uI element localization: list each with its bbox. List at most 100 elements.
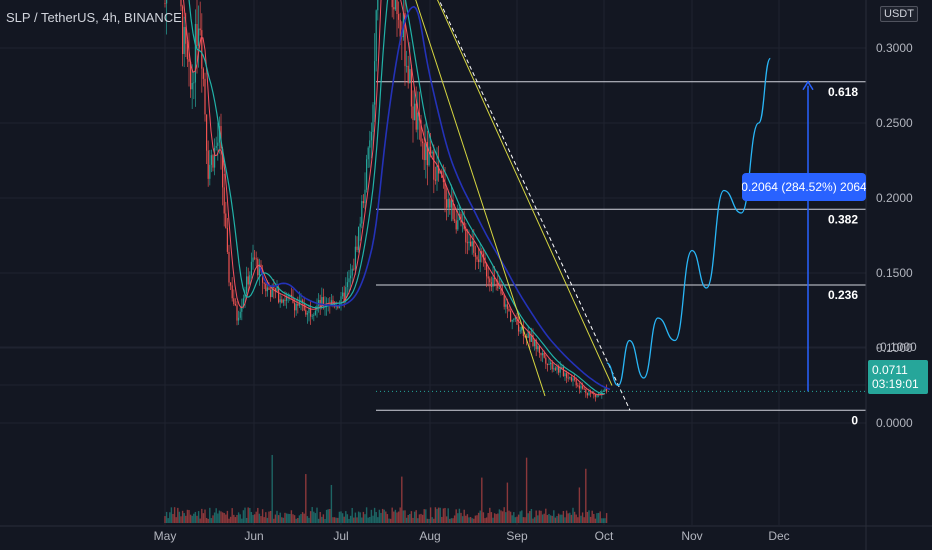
volume-bar bbox=[525, 457, 528, 523]
measure-arrow-head bbox=[802, 80, 814, 91]
volume-bar bbox=[501, 511, 504, 523]
candle-body bbox=[233, 298, 235, 305]
candle-body bbox=[446, 199, 448, 208]
volume-bar bbox=[434, 507, 437, 523]
volume-bar bbox=[218, 510, 221, 523]
volume-bar bbox=[241, 518, 243, 523]
volume-bar bbox=[341, 513, 344, 523]
volume-bar bbox=[442, 508, 445, 523]
candle-body bbox=[287, 295, 289, 297]
candle-body bbox=[585, 389, 587, 394]
volume-bar bbox=[180, 516, 182, 523]
trendlines[interactable] bbox=[380, 0, 631, 411]
candle-body bbox=[546, 363, 548, 366]
candle-body bbox=[282, 299, 284, 303]
volume-bar bbox=[399, 507, 401, 523]
candle-body bbox=[487, 276, 489, 279]
volume-bar bbox=[167, 518, 169, 523]
volume-bar bbox=[276, 510, 278, 523]
volume-bar bbox=[593, 513, 595, 523]
volume-bar bbox=[577, 517, 579, 523]
volume-bar bbox=[329, 508, 331, 523]
projection-path[interactable] bbox=[606, 57, 771, 387]
volume-bar bbox=[481, 477, 483, 523]
volume-bar bbox=[247, 507, 249, 523]
candle-body bbox=[518, 324, 520, 332]
chart-title: SLP / TetherUS, 4h, BINANCE bbox=[6, 10, 182, 25]
volume-bar bbox=[605, 513, 608, 523]
volume-bar bbox=[471, 518, 473, 523]
volume-bar bbox=[476, 515, 478, 523]
volume-bar bbox=[292, 514, 294, 523]
volume-bar bbox=[519, 511, 521, 523]
candle-body bbox=[482, 253, 484, 258]
volume-bar bbox=[586, 511, 589, 523]
bar-countdown: 03:19:01 bbox=[872, 377, 919, 391]
candle-body bbox=[506, 304, 508, 309]
price-tick-label: 0.3000 bbox=[876, 41, 913, 55]
candle-body bbox=[367, 147, 369, 160]
candle-body bbox=[561, 367, 563, 368]
volume-bar bbox=[335, 517, 337, 523]
volume-bar bbox=[221, 512, 224, 523]
volume-bar bbox=[402, 510, 405, 523]
candle-body bbox=[452, 200, 454, 220]
candle-body bbox=[306, 313, 308, 315]
volume-bar bbox=[396, 512, 398, 523]
candle-body bbox=[599, 393, 601, 395]
candle-body bbox=[314, 310, 316, 315]
candle-body bbox=[252, 257, 254, 262]
candle-body bbox=[575, 379, 577, 386]
volume-bar bbox=[284, 512, 286, 523]
volume-bar bbox=[546, 515, 549, 523]
volume-bar bbox=[268, 511, 270, 523]
volume-bar bbox=[346, 514, 349, 523]
volume-bar bbox=[169, 512, 171, 523]
falling-wedge-upper bbox=[436, 0, 613, 386]
volume-bar bbox=[498, 509, 501, 523]
candle-body bbox=[228, 251, 230, 283]
volume-bar bbox=[349, 515, 352, 523]
candle-body bbox=[425, 141, 427, 161]
volume-bar bbox=[429, 507, 432, 523]
candle-body bbox=[354, 246, 356, 270]
volume-bar bbox=[260, 516, 262, 523]
candle-body bbox=[562, 367, 564, 377]
volume-bar bbox=[287, 513, 289, 523]
volume-bar bbox=[492, 517, 494, 523]
volume-bar bbox=[197, 511, 200, 523]
candle-body bbox=[340, 296, 342, 306]
candle-body bbox=[313, 314, 315, 316]
volume-bar bbox=[458, 508, 461, 523]
candle-body bbox=[502, 293, 504, 295]
price-range-measure[interactable] bbox=[376, 80, 866, 392]
candle-body bbox=[225, 213, 227, 228]
currency-badge[interactable]: USDT bbox=[880, 6, 918, 22]
fib-level-label: 0 bbox=[851, 413, 858, 427]
candle-body bbox=[180, 0, 182, 7]
candle-body bbox=[166, 0, 168, 4]
price-tick-label: 0.1000 bbox=[876, 341, 913, 355]
candle-body bbox=[423, 143, 425, 161]
candle-body bbox=[588, 392, 590, 396]
candle-body bbox=[322, 297, 324, 307]
candle-body bbox=[297, 303, 299, 306]
candle-body bbox=[185, 27, 187, 44]
candle-body bbox=[244, 293, 246, 299]
candle-body bbox=[582, 385, 584, 389]
volume-bar bbox=[410, 511, 413, 523]
volume-bar bbox=[386, 514, 389, 523]
volume-bar bbox=[242, 510, 245, 523]
volume-bar bbox=[559, 514, 561, 523]
candle-body bbox=[554, 368, 556, 370]
volume-bar bbox=[599, 511, 601, 523]
candle-body bbox=[305, 310, 307, 315]
volume-bar bbox=[351, 507, 353, 523]
candle-body bbox=[321, 297, 323, 308]
volume-bar bbox=[261, 509, 264, 523]
volume-bar bbox=[477, 512, 480, 523]
candle-body bbox=[414, 103, 416, 120]
candle-body bbox=[204, 78, 206, 115]
